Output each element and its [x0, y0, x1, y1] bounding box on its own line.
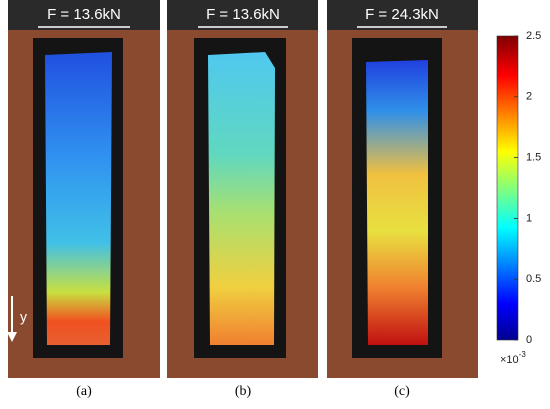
tick-label: 1 [526, 212, 532, 224]
force-label: F = 24.3kN [365, 6, 439, 23]
colorbar-gradient [496, 35, 519, 341]
caption: (a) [76, 384, 92, 399]
colorbar: ×10-3 0 0.5 1 1.5 2 2.5 [496, 30, 541, 366]
tick-label: 2.5 [526, 30, 541, 42]
header [167, 0, 318, 30]
multiplier: ×10-3 [500, 350, 526, 366]
tick-label: 1.5 [526, 152, 541, 164]
caption: (c) [394, 384, 410, 399]
tick-label: 0 [526, 334, 532, 346]
force-label: F = 13.6kN [206, 6, 280, 23]
arrow-head [7, 332, 17, 342]
force-label: F = 13.6kN [47, 6, 121, 23]
multiplier-exponent: -3 [519, 350, 527, 359]
panel-b: F = 13.6kN (b) [167, 0, 318, 399]
strain-field [366, 60, 428, 345]
multiplier-base: ×10 [500, 354, 519, 366]
tick-label: 2 [526, 91, 532, 103]
axis-label: y [20, 309, 27, 325]
tick-label: 0.5 [526, 273, 541, 285]
caption: (b) [235, 384, 252, 399]
header [8, 0, 160, 30]
panel-a: F = 13.6kN y (a) [7, 0, 160, 399]
header [327, 0, 478, 30]
strain-field [208, 52, 275, 345]
strain-field [45, 52, 112, 345]
panel-c: F = 24.3kN (c) [327, 0, 478, 399]
